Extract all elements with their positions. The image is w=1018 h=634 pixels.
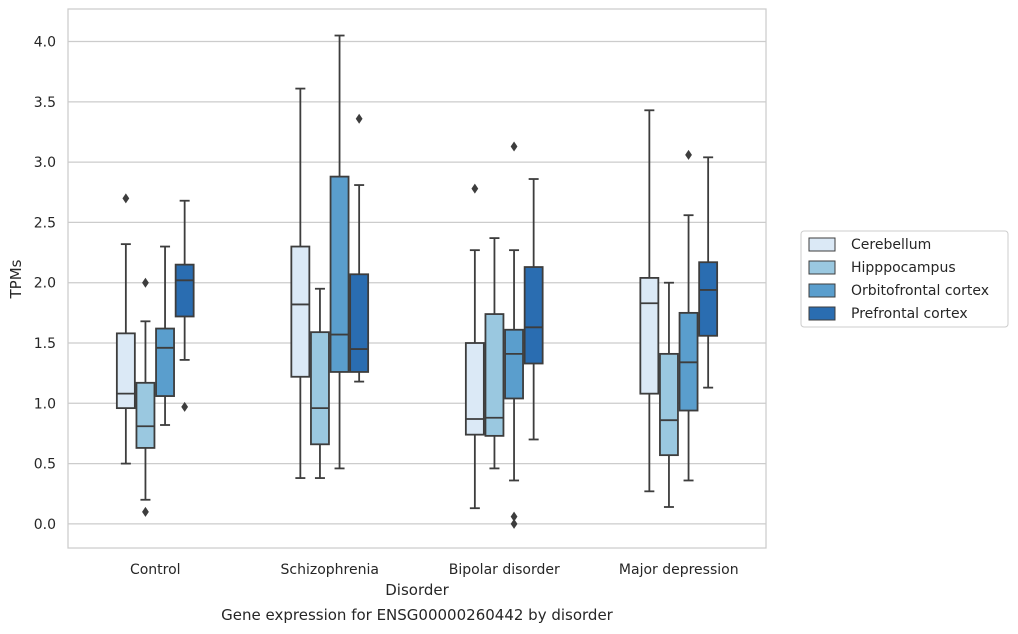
outlier-point <box>510 141 518 152</box>
box-prefrontal-cortex <box>349 113 370 383</box>
box-orbitofrontal-cortex <box>678 149 699 482</box>
plot-frame <box>67 8 767 549</box>
y-tick-label: 2.5 <box>34 215 56 231</box>
box-iqr <box>523 266 544 365</box>
y-tick-label: 1.5 <box>34 336 56 352</box>
box-iqr <box>639 276 660 395</box>
y-tick-label: 2.0 <box>34 276 56 292</box>
box-hipppocampus <box>659 281 679 508</box>
box-cerebellum <box>639 109 660 493</box>
box-iqr <box>329 175 350 373</box>
chart-caption: Gene expression for ENSG00000260442 by d… <box>221 606 613 624</box>
outlier-point <box>471 183 479 194</box>
outlier-point <box>142 506 149 517</box>
box-iqr <box>155 327 175 397</box>
legend-swatch <box>808 260 836 275</box>
legend-swatch <box>808 306 836 321</box>
y-tick-label: 3.5 <box>34 95 56 111</box>
y-tick-label: 0.0 <box>34 517 56 533</box>
outlier-point <box>122 193 130 204</box>
box-prefrontal-cortex <box>698 156 719 389</box>
legend-label: Prefrontal cortex <box>851 306 968 322</box>
box-cerebellum <box>115 193 136 465</box>
legend-swatch <box>808 237 836 252</box>
outlier-point <box>181 401 189 412</box>
y-axis-label: TPMs <box>7 259 25 299</box>
legend: Cerebellum Hipppocampus Orbitofrontal cort… <box>800 230 1009 328</box>
outlier-point <box>685 149 692 160</box>
box-iqr <box>310 331 330 446</box>
y-tick-label: 4.0 <box>34 35 56 51</box>
y-tick-labels: 0.0 0.5 1.0 1.5 2.0 2.5 3.0 3.5 4.0 <box>34 35 56 533</box>
box-cerebellum <box>290 87 311 479</box>
box-hipppocampus <box>135 277 156 517</box>
legend-swatch <box>808 283 836 298</box>
box-iqr <box>504 328 524 400</box>
legend-label: Hipppocampus <box>851 260 956 276</box>
x-tick-label: Major depression <box>619 562 739 578</box>
x-tick-label: Schizophrenia <box>281 562 379 578</box>
box-orbitofrontal-cortex <box>155 245 175 426</box>
box-orbitofrontal-cortex <box>329 34 350 470</box>
box-iqr <box>659 352 679 457</box>
outlier-point <box>510 511 518 522</box>
legend-label: Orbitofrontal cortex <box>851 283 989 299</box>
box-series <box>115 34 719 529</box>
outlier-point <box>142 277 149 288</box>
box-iqr <box>484 313 505 437</box>
box-iqr <box>349 273 370 373</box>
legend-label: Cerebellum <box>851 237 931 253</box>
box-iqr <box>174 263 195 318</box>
outlier-point <box>510 518 518 529</box>
box-iqr <box>290 245 311 378</box>
box-hipppocampus <box>310 287 330 479</box>
x-tick-label: Control <box>130 562 181 578</box>
x-tick-labels: Control Schizophrenia Bipolar disorder Majo… <box>130 562 739 578</box>
y-tick-label: 3.0 <box>34 155 56 171</box>
box-prefrontal-cortex <box>174 199 195 412</box>
box-cerebellum <box>464 183 485 510</box>
y-tick-label: 0.5 <box>34 457 56 473</box>
x-axis-label: Disorder <box>385 581 449 599</box>
y-tick-label: 1.0 <box>34 396 56 412</box>
legend-frame <box>800 230 1009 328</box>
box-iqr <box>115 332 136 410</box>
box-iqr <box>698 261 719 337</box>
box-iqr <box>464 342 485 436</box>
outlier-point <box>355 113 363 124</box>
box-plot-chart: 0.0 0.5 1.0 1.5 2.0 2.5 3.0 3.5 4.0 Control Schiz… <box>7 8 1009 599</box>
x-tick-label: Bipolar disorder <box>449 562 560 578</box>
box-orbitofrontal-cortex <box>504 141 524 529</box>
box-iqr <box>135 381 156 449</box>
box-hipppocampus <box>484 237 505 470</box>
box-prefrontal-cortex <box>523 178 544 441</box>
